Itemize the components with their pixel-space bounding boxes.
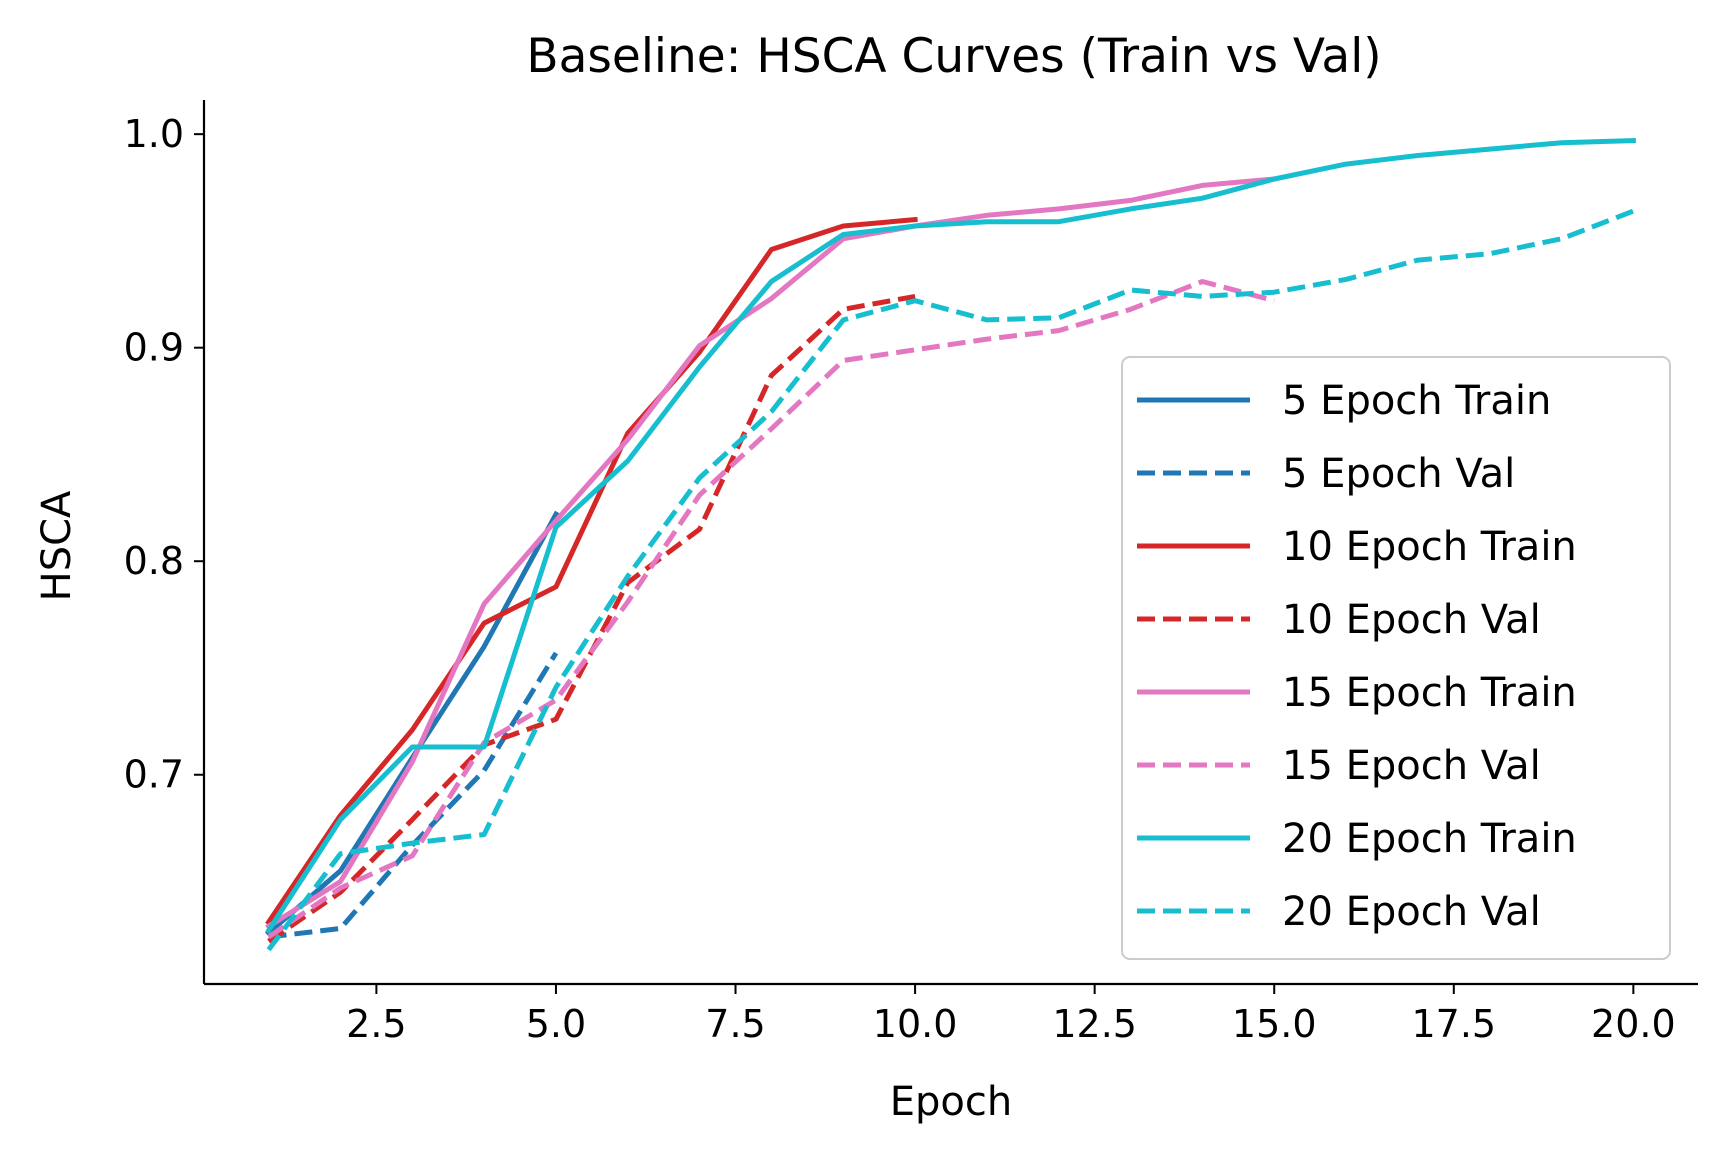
plot-area	[265, 138, 1636, 952]
legend-label: 5 Epoch Train	[1282, 378, 1551, 424]
legend-label: 15 Epoch Train	[1282, 670, 1577, 716]
x-tick-label: 12.5	[1052, 1002, 1137, 1046]
series-line-20-epoch-train	[265, 138, 1636, 935]
x-tick-label: 17.5	[1411, 1002, 1496, 1046]
legend-label: 20 Epoch Train	[1282, 816, 1577, 862]
series-line-15-epoch-val	[267, 279, 1275, 940]
x-tick-label: 10.0	[873, 1002, 958, 1046]
legend-label: 10 Epoch Val	[1282, 597, 1541, 643]
legend-label: 5 Epoch Val	[1282, 451, 1515, 497]
series-line-15-epoch-train	[265, 176, 1277, 930]
x-tick-label: 20.0	[1591, 1002, 1676, 1046]
x-tick-label: 15.0	[1232, 1002, 1317, 1046]
y-axis-label: HSCA	[34, 490, 80, 601]
series-line-20-epoch-val	[266, 208, 1635, 952]
legend-label: 15 Epoch Val	[1282, 743, 1541, 789]
y-tick-label: 0.7	[124, 753, 184, 797]
x-tick-label: 7.5	[705, 1002, 765, 1046]
x-tick-label: 5.0	[526, 1002, 586, 1046]
y-tick-label: 0.9	[124, 326, 184, 370]
y-tick-label: 0.8	[124, 539, 184, 583]
y-ticks: 0.7 0.8 0.9 1.0	[124, 112, 204, 797]
x-axis-label: Epoch	[890, 1079, 1012, 1125]
axes	[202, 100, 1698, 986]
legend-label: 10 Epoch Train	[1282, 524, 1577, 570]
y-tick-label: 1.0	[124, 112, 184, 156]
legend-box	[1121, 356, 1671, 960]
x-tick-label: 2.5	[346, 1002, 406, 1046]
legend-label: 20 Epoch Val	[1282, 889, 1541, 935]
chart-title: Baseline: HSCA Curves (Train vs Val)	[526, 29, 1381, 84]
x-ticks: 2.5 5.0 7.5 10.0 12.5 15.0 17.5 20.0	[346, 984, 1676, 1046]
legend: 5 Epoch Train 5 Epoch Val 10 Epoch Train 10…	[1121, 356, 1671, 960]
series-line-10-epoch-train	[265, 216, 918, 926]
